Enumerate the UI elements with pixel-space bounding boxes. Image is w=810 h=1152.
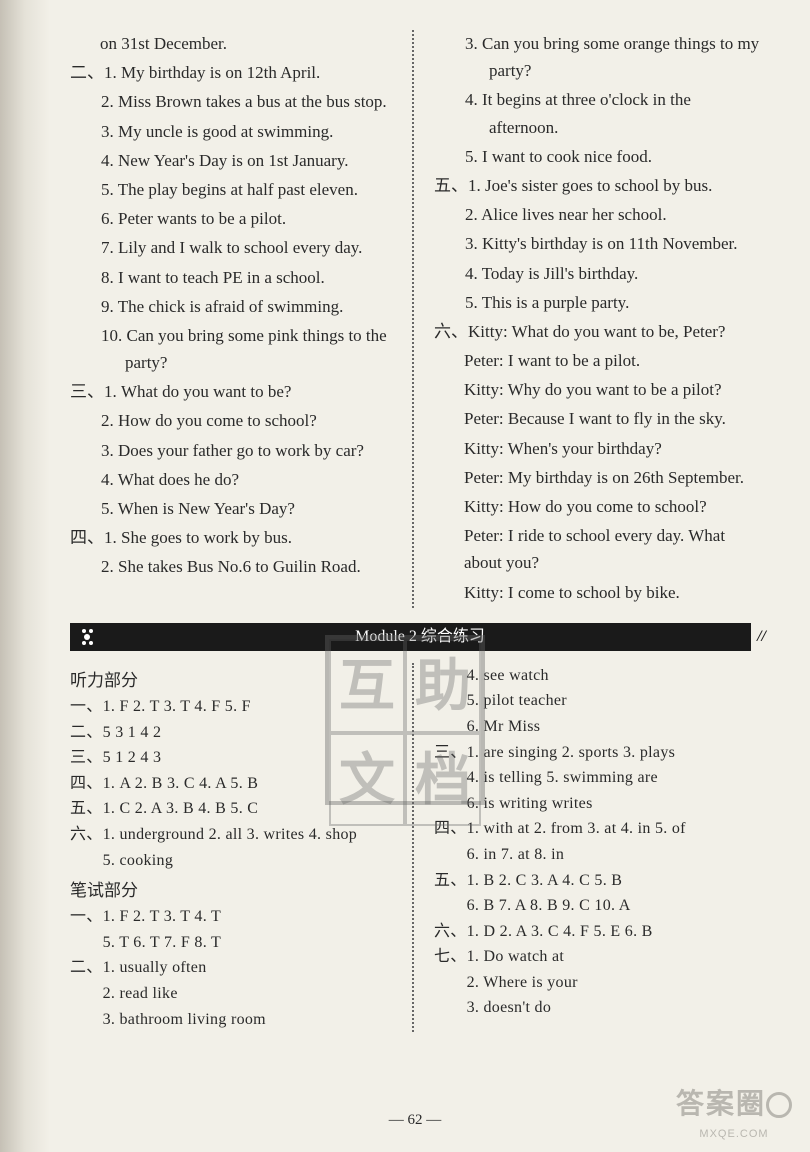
r-row-14: 3. doesn't do bbox=[434, 995, 760, 1021]
sec3-label: 三、 bbox=[70, 382, 104, 401]
sec6-line-9: Kitty: I come to school by bike. bbox=[434, 579, 760, 606]
sec5-item-2: 2. Alice lives near her school. bbox=[434, 201, 760, 228]
written-title: 笔试部分 bbox=[70, 877, 396, 904]
top-columns: on 31st December. 二、1. My birthday is on… bbox=[70, 30, 760, 608]
page-binding-shadow bbox=[0, 0, 50, 1152]
listen-row-5: 五、1. C 2. A 3. B 4. B 5. C bbox=[70, 796, 396, 822]
written-row-3: 二、1. usually often bbox=[70, 955, 396, 981]
sec2-item-7: 7. Lily and I walk to school every day. bbox=[70, 234, 396, 261]
intro-line: on 31st December. bbox=[70, 30, 396, 57]
sec2-item-9: 9. The chick is afraid of swimming. bbox=[70, 293, 396, 320]
written-row-2: 5. T 6. T 7. F 8. T bbox=[70, 930, 396, 956]
r-row-10: 6. B 7. A 8. B 9. C 10. A bbox=[434, 893, 760, 919]
r-row-9: 五、1. B 2. C 3. A 4. C 5. B bbox=[434, 868, 760, 894]
sec3-item-5: 5. When is New Year's Day? bbox=[70, 495, 396, 522]
written-row-5: 3. bathroom living room bbox=[70, 1007, 396, 1033]
bottom-columns: 听力部分 一、1. F 2. T 3. T 4. F 5. F 二、5 3 1 … bbox=[70, 663, 760, 1033]
sec2-item-10: 10. Can you bring some pink things to th… bbox=[70, 322, 396, 376]
sec2-item-2: 2. Miss Brown takes a bus at the bus sto… bbox=[70, 88, 396, 115]
sec2-text-1: My birthday is on 12th April. bbox=[121, 63, 320, 82]
sec6-line-5: Kitty: When's your birthday? bbox=[434, 435, 760, 462]
sec6-line-3: Kitty: Why do you want to be a pilot? bbox=[434, 376, 760, 403]
sec5-item-5: 5. This is a purple party. bbox=[434, 289, 760, 316]
listen-row-4: 四、1. A 2. B 3. C 4. A 5. B bbox=[70, 771, 396, 797]
sec6-line-7: Kitty: How do you come to school? bbox=[434, 493, 760, 520]
sec2-item-8: 8. I want to teach PE in a school. bbox=[70, 264, 396, 291]
brand-ring-icon bbox=[766, 1092, 792, 1118]
sec4-item-5: 5. I want to cook nice food. bbox=[434, 143, 760, 170]
sec6-label: 六、 bbox=[434, 322, 468, 341]
top-right-column: 3. Can you bring some orange things to m… bbox=[434, 30, 760, 608]
brand-big: 答案圈 bbox=[676, 1082, 792, 1127]
sec2-item-4: 4. New Year's Day is on 1st January. bbox=[70, 147, 396, 174]
listen-row-2: 二、5 3 1 4 2 bbox=[70, 720, 396, 746]
sec4-item-3: 3. Can you bring some orange things to m… bbox=[434, 30, 760, 84]
sec5-item-1: 五、1. Joe's sister goes to school by bus. bbox=[434, 172, 760, 199]
sec2-item-1: 二、1. My birthday is on 12th April. bbox=[70, 59, 396, 86]
sec4-item-2: 2. She takes Bus No.6 to Guilin Road. bbox=[70, 553, 396, 580]
brand-watermark: 答案圈 MXQE.COM bbox=[676, 1082, 792, 1144]
r-row-7: 四、1. with at 2. from 3. at 4. in 5. of bbox=[434, 816, 760, 842]
r-row-4: 三、1. are singing 2. sports 3. plays bbox=[434, 740, 760, 766]
module-banner-text: Module 2 综合练习 bbox=[355, 628, 485, 645]
bottom-right-column: 4. see watch 5. pilot teacher 6. Mr Miss… bbox=[434, 663, 760, 1033]
r-row-5: 4. is telling 5. swimming are bbox=[434, 765, 760, 791]
written-row-4: 2. read like bbox=[70, 981, 396, 1007]
listen-row-6: 六、1. underground 2. all 3. writes 4. sho… bbox=[70, 822, 396, 848]
r-row-13: 2. Where is your bbox=[434, 970, 760, 996]
listen-row-1: 一、1. F 2. T 3. T 4. F 5. F bbox=[70, 694, 396, 720]
sec6-line-4: Peter: Because I want to fly in the sky. bbox=[434, 405, 760, 432]
written-row-1: 一、1. F 2. T 3. T 4. T bbox=[70, 904, 396, 930]
sec5-label: 五、 bbox=[434, 176, 468, 195]
listening-title: 听力部分 bbox=[70, 667, 396, 694]
sec6-line-6: Peter: My birthday is on 26th September. bbox=[434, 464, 760, 491]
sec2-item-5: 5. The play begins at half past eleven. bbox=[70, 176, 396, 203]
sec3-item-1: 三、1. What do you want to be? bbox=[70, 378, 396, 405]
bottom-left-column: 听力部分 一、1. F 2. T 3. T 4. F 5. F 二、5 3 1 … bbox=[70, 663, 414, 1033]
sec6-line-1: 六、Kitty: What do you want to be, Peter? bbox=[434, 318, 760, 345]
module-banner: Module 2 综合练习 bbox=[70, 623, 770, 651]
r-row-1: 4. see watch bbox=[434, 663, 760, 689]
r-row-8: 6. in 7. at 8. in bbox=[434, 842, 760, 868]
sec6-line-8: Peter: I ride to school every day. What … bbox=[434, 522, 760, 576]
sec2-item-3: 3. My uncle is good at swimming. bbox=[70, 118, 396, 145]
page-container: on 31st December. 二、1. My birthday is on… bbox=[70, 30, 760, 1132]
sec3-item-3: 3. Does your father go to work by car? bbox=[70, 437, 396, 464]
sec4-label: 四、 bbox=[70, 528, 104, 547]
r-row-11: 六、1. D 2. A 3. C 4. F 5. E 6. B bbox=[434, 919, 760, 945]
sec6-line-2: Peter: I want to be a pilot. bbox=[434, 347, 760, 374]
r-row-2: 5. pilot teacher bbox=[434, 688, 760, 714]
brand-small: MXQE.COM bbox=[676, 1126, 792, 1144]
sec4-item-1: 四、1. She goes to work by bus. bbox=[70, 524, 396, 551]
sec5-item-4: 4. Today is Jill's birthday. bbox=[434, 260, 760, 287]
listen-row-7: 5. cooking bbox=[70, 848, 396, 874]
r-row-3: 6. Mr Miss bbox=[434, 714, 760, 740]
r-row-6: 6. is writing writes bbox=[434, 791, 760, 817]
sec2-label: 二、 bbox=[70, 63, 104, 82]
sec4-item-4: 4. It begins at three o'clock in the aft… bbox=[434, 86, 760, 140]
page-number: — 62 — bbox=[70, 1108, 760, 1132]
sec3-item-2: 2. How do you come to school? bbox=[70, 407, 396, 434]
sec2-item-6: 6. Peter wants to be a pilot. bbox=[70, 205, 396, 232]
top-left-column: on 31st December. 二、1. My birthday is on… bbox=[70, 30, 414, 608]
sec5-item-3: 3. Kitty's birthday is on 11th November. bbox=[434, 230, 760, 257]
r-row-12: 七、1. Do watch at bbox=[434, 944, 760, 970]
listen-row-3: 三、5 1 2 4 3 bbox=[70, 745, 396, 771]
sec3-item-4: 4. What does he do? bbox=[70, 466, 396, 493]
